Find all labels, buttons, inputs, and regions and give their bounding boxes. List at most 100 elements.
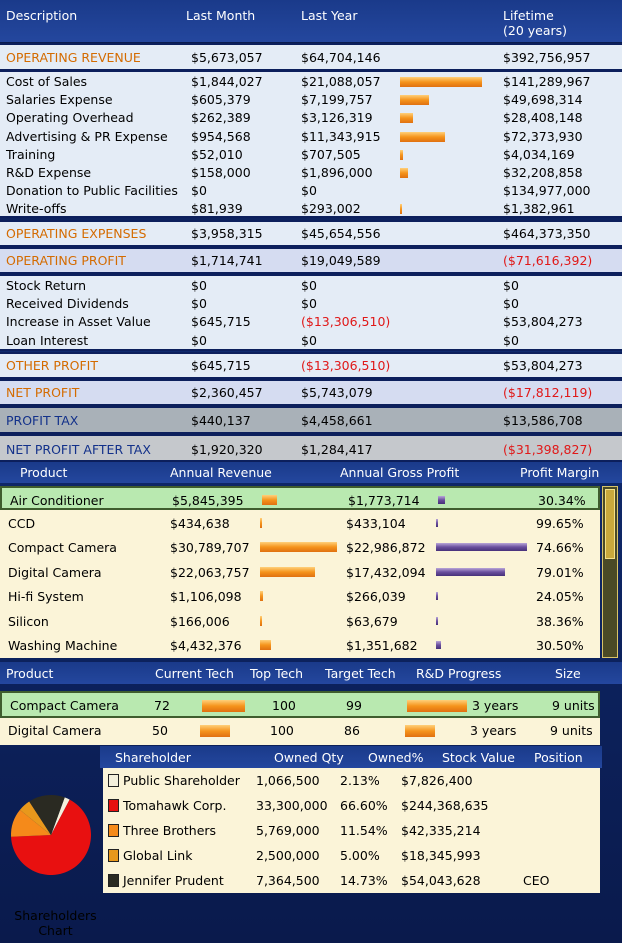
- other-item-label: Received Dividends: [6, 296, 129, 312]
- shareholder-row[interactable]: Global Link 2,500,000 5.00% $18,345,993: [103, 843, 600, 868]
- shareholder-name: Three Brothers: [123, 823, 217, 838]
- other-item-last-month: $645,715: [191, 314, 251, 330]
- expense-last-year: $11,343,915: [301, 128, 381, 144]
- other-item-label: Loan Interest: [6, 332, 89, 348]
- other-item-last-month: $0: [191, 332, 207, 348]
- rd-progress-bar: [405, 725, 435, 737]
- top-tech-header: Top Tech: [250, 666, 304, 681]
- operating-revenue-last-month: $5,673,057: [191, 50, 263, 65]
- product-row[interactable]: Compact Camera $30,789,707 $22,986,872 74.6…: [0, 535, 600, 559]
- profit-tax-row: PROFIT TAX $440,137 $4,458,661 $13,586,7…: [0, 406, 622, 434]
- product-gross-profit: $22,986,872: [346, 540, 426, 555]
- shareholder-name: Jennifer Prudent: [123, 873, 224, 888]
- shareholder-row[interactable]: Tomahawk Corp. 33,300,000 66.60% $244,368,6…: [103, 793, 600, 818]
- expense-last-year: $7,199,757: [301, 92, 373, 108]
- product-margin: 30.34%: [538, 493, 586, 508]
- shareholder-value: $18,345,993: [401, 848, 481, 863]
- product-gross-profit: $433,104: [346, 515, 406, 531]
- shareholder-row[interactable]: Three Brothers 5,769,000 11.54% $42,335,214: [103, 818, 600, 843]
- product-sales-panel: Product Annual Revenue Annual Gross Prof…: [0, 462, 622, 662]
- tech-size: 9 units: [550, 723, 593, 738]
- expense-share-bar: [400, 77, 482, 87]
- revenue-share-bar: [260, 615, 262, 626]
- other-item-last-month: $0: [191, 278, 207, 293]
- operating-expenses-label: OPERATING EXPENSES: [6, 226, 147, 241]
- shareholder-header: Shareholder: [115, 750, 191, 765]
- shareholder-qty: 7,364,500: [256, 873, 320, 888]
- expense-last-month: $81,939: [191, 201, 243, 217]
- expense-last-year: $0: [301, 183, 317, 199]
- product-row[interactable]: Hi-fi System $1,106,098 $266,039 24.05%: [0, 584, 600, 608]
- pie-slice: [19, 801, 51, 835]
- tech-product-name: Digital Camera: [8, 723, 102, 738]
- expense-row: Advertising & PR Expense $954,568 $11,343,…: [0, 128, 622, 146]
- other-item-last-month: $0: [191, 296, 207, 312]
- shareholder-name: Tomahawk Corp.: [123, 798, 227, 813]
- shareholder-color-swatch: [108, 774, 119, 787]
- gross-share-bar: [436, 641, 442, 649]
- shareholder-name: Public Shareholder: [123, 773, 240, 788]
- net-profit-row: NET PROFIT $2,360,457 $5,743,079 ($17,81…: [0, 379, 622, 406]
- profit-tax-last-year: $4,458,661: [301, 413, 373, 428]
- operating-profit-last-year: $19,049,589: [301, 253, 381, 268]
- product-list[interactable]: Air Conditioner $5,845,395 $1,773,714 30.34…: [0, 486, 600, 658]
- expense-last-year: $707,505: [301, 146, 361, 162]
- product-row[interactable]: CCD $434,638 $433,104 99.65%: [0, 511, 600, 535]
- product-list-scrollbar[interactable]: [602, 486, 618, 658]
- product-name: Silicon: [8, 613, 49, 629]
- tech-product-header: Product: [6, 666, 54, 681]
- profit-tax-lifetime: $13,586,708: [503, 413, 583, 428]
- shareholder-qty: 1,066,500: [256, 773, 320, 788]
- pie-slice: [51, 797, 70, 835]
- operating-revenue-last-year: $64,704,146: [301, 50, 381, 65]
- gross-share-bar: [436, 616, 438, 625]
- tech-row[interactable]: Digital Camera 50 100 86 3 years 9 units: [0, 718, 600, 745]
- other-profit-label: OTHER PROFIT: [6, 358, 99, 373]
- gross-share-bar: [436, 567, 506, 576]
- other-item-lifetime: $0: [503, 278, 519, 293]
- gross-share-bar: [436, 543, 527, 551]
- operating-profit-lifetime: ($71,616,392): [503, 253, 593, 268]
- revenue-share-bar: [260, 591, 264, 601]
- expense-share-bar: [400, 168, 408, 178]
- expense-lifetime: $1,382,961: [503, 201, 575, 217]
- product-margin: 99.65%: [536, 515, 584, 531]
- shareholder-row[interactable]: Public Shareholder 1,066,500 2.13% $7,826,4…: [103, 768, 600, 793]
- shareholder-color-swatch: [108, 799, 119, 812]
- operating-expenses-lifetime: $464,373,350: [503, 226, 591, 241]
- expense-lifetime: $141,289,967: [503, 74, 591, 89]
- operating-expenses-last-year: $45,654,556: [301, 226, 381, 241]
- expenses-block: Cost of Sales $1,844,027 $21,088,057 $141,2…: [0, 70, 622, 218]
- product-name: CCD: [8, 515, 36, 531]
- expense-lifetime: $32,208,858: [503, 165, 583, 180]
- shareholder-list[interactable]: Public Shareholder 1,066,500 2.13% $7,826,4…: [103, 768, 600, 893]
- expense-share-bar: [400, 113, 413, 124]
- operating-revenue-label: OPERATING REVENUE: [6, 50, 141, 65]
- expense-label: Operating Overhead: [6, 110, 134, 126]
- product-name: Air Conditioner: [10, 493, 104, 508]
- revenue-share-bar: [260, 542, 337, 552]
- product-row[interactable]: Washing Machine $4,432,376 $1,351,682 30.50…: [0, 633, 600, 657]
- product-name: Compact Camera: [8, 540, 117, 555]
- profit-tax-label: PROFIT TAX: [6, 413, 79, 428]
- operating-profit-label: OPERATING PROFIT: [6, 253, 126, 268]
- tech-size: 9 units: [552, 698, 595, 713]
- net-profit-after-tax-lifetime: ($31,398,827): [503, 442, 593, 457]
- technology-panel: Product Current Tech Top Tech Target Tec…: [0, 662, 622, 746]
- product-row[interactable]: Silicon $166,006 $63,679 38.36%: [0, 609, 600, 633]
- tech-row[interactable]: Compact Camera 72 100 99 3 years 9 units: [0, 691, 600, 718]
- shareholder-row[interactable]: Jennifer Prudent 7,364,500 14.73% $54,043,6…: [103, 868, 600, 893]
- operating-profit-row: OPERATING PROFIT $1,714,741 $19,049,589 …: [0, 247, 622, 274]
- scrollbar-thumb[interactable]: [605, 489, 615, 559]
- revenue-share-bar: [260, 566, 316, 577]
- product-margin: 38.36%: [536, 613, 584, 629]
- target-tech-value: 86: [344, 723, 360, 738]
- expense-last-month: $0: [191, 183, 207, 199]
- product-row[interactable]: Air Conditioner $5,845,395 $1,773,714 30.34…: [0, 486, 600, 510]
- last-month-header: Last Month: [186, 8, 256, 23]
- expense-last-year: $293,002: [301, 201, 361, 217]
- product-row[interactable]: Digital Camera $22,063,757 $17,432,094 79.0…: [0, 560, 600, 584]
- expense-last-month: $52,010: [191, 146, 243, 162]
- product-revenue: $30,789,707: [170, 540, 250, 555]
- net-profit-last-year: $5,743,079: [301, 385, 373, 400]
